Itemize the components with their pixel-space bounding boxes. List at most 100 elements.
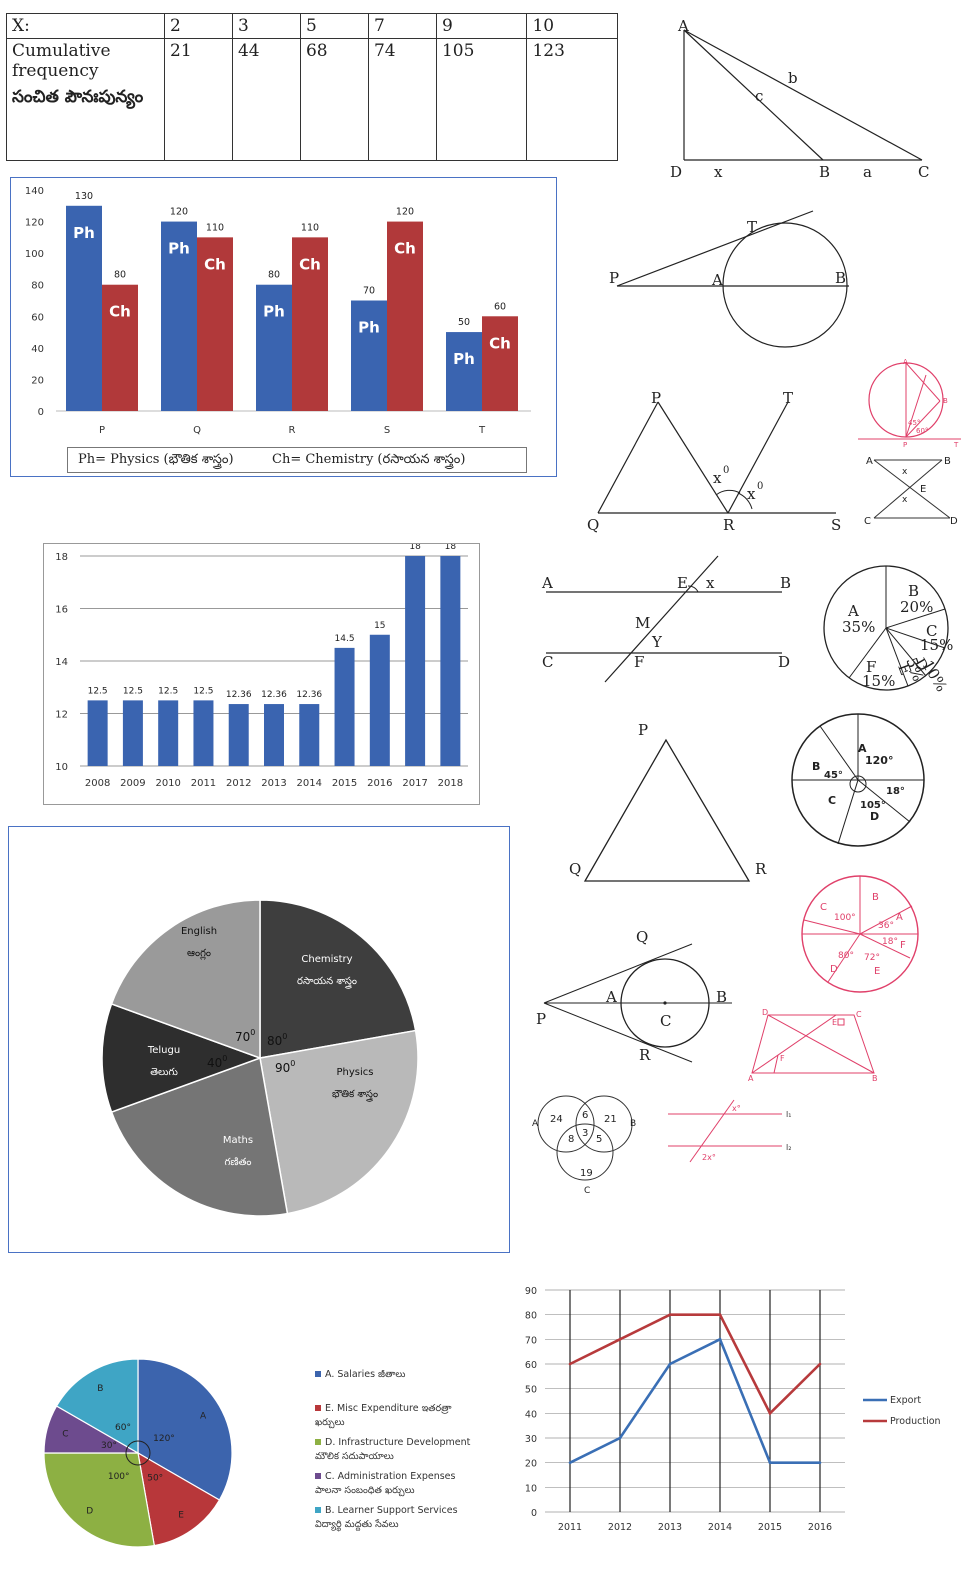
label-B: B [780, 574, 791, 592]
ph-ch-legend: Ph= Physics (భౌతిక శాస్త్రం) Ch= Chemist… [67, 447, 527, 473]
label-A: A [532, 1119, 539, 1129]
bar-value-label: 120 [396, 207, 414, 218]
label-F: F [780, 1054, 785, 1063]
series-point-export [568, 1461, 572, 1464]
slice-label: Chemistry [301, 954, 352, 965]
slice-angle-label: 120° [153, 1434, 175, 1444]
cf-value: 123 [526, 38, 618, 161]
label-F-val: 15% [862, 672, 895, 690]
x-tick-label: 2008 [85, 778, 110, 789]
label-A: A [677, 17, 689, 35]
bar-value-label: 120 [170, 207, 188, 218]
label-C: C [542, 653, 553, 671]
legend-swatch [315, 1405, 321, 1411]
label-C: C [828, 794, 836, 807]
subject-pie-frame: Chemistry రసాయన శాస్త్రం 800 Physics భౌతిక శ… [8, 826, 510, 1253]
venn-ab: 6 [582, 1110, 588, 1121]
label-B: B [872, 892, 879, 903]
label-x: x [714, 163, 723, 181]
slice-angle-label: 30° [101, 1441, 117, 1451]
pie-slice-maths [110, 1056, 289, 1217]
bar [122, 700, 143, 766]
legend-swatch [315, 1371, 321, 1377]
slice-letter: B [97, 1384, 103, 1394]
label-c: c [755, 87, 763, 105]
label-A: A [605, 988, 617, 1006]
label-B: B [812, 760, 820, 773]
bar-value-label: 110 [206, 222, 224, 233]
x-tick-label: 2013 [658, 1522, 682, 1533]
venn-b: 21 [604, 1114, 617, 1125]
x-tick-label: 2012 [608, 1522, 632, 1533]
exterior-angle-diagram: P Q R S T x 0 x 0 [587, 389, 841, 534]
y-tick-label: 18 [55, 552, 68, 563]
x-tick-label: 2016 [808, 1522, 832, 1533]
x-header: X: [6, 13, 165, 39]
y-tick-label: 100 [25, 249, 44, 260]
ph-ch-bar-chart: 0 20 40 60 80 100 120 140 130 Ph 80 Ch P 120 Ph 110 Ch Q 8… [25, 186, 531, 436]
x-tick-label: 2016 [367, 778, 392, 789]
label-E: E [677, 574, 688, 592]
bar-value-label: 14.5 [335, 634, 355, 644]
label-B: B [819, 163, 830, 181]
x-value: 7 [367, 13, 437, 39]
venn-abc: 3 [582, 1128, 588, 1139]
bar-series-label: Ph [453, 350, 475, 368]
label-C: C [660, 1012, 671, 1030]
pie-slice-chemistry [259, 899, 417, 1059]
label-a: a [863, 163, 872, 181]
label-x: x [706, 574, 715, 592]
x-tick-label: 2014 [297, 778, 322, 789]
label-B: B [835, 269, 846, 287]
slice-angle-label: 50° [147, 1474, 163, 1484]
venn-a: 24 [550, 1114, 563, 1125]
y-tick-label: 20 [525, 1459, 537, 1470]
bar-ph [66, 205, 102, 411]
label-R: R [723, 516, 735, 534]
series-point-export [768, 1461, 772, 1464]
label-A: A [711, 271, 723, 289]
x-value: 5 [299, 13, 369, 39]
cf-value: 105 [435, 38, 528, 161]
x-tick-label: R [289, 425, 296, 436]
bar-value-label: 60 [494, 301, 506, 312]
label-F: F [866, 658, 876, 676]
pie-slice-d [43, 1452, 156, 1548]
label-A: A [896, 912, 903, 923]
bar-ch [102, 284, 138, 411]
label-x1-sup: 0 [723, 465, 729, 476]
legend-swatch [315, 1439, 321, 1445]
bar-value-label: 12.5 [158, 686, 178, 696]
x-tick-label: 2011 [558, 1522, 582, 1533]
label-T: T [747, 218, 757, 236]
venn-c: 19 [580, 1168, 593, 1179]
label-x2: x [747, 485, 756, 503]
label-E: E [832, 1018, 837, 1027]
bar [87, 700, 108, 766]
label-C: C [820, 902, 827, 913]
label-P: P [651, 389, 661, 407]
y-tick-label: 14 [55, 657, 68, 668]
bar-value-label: 12.36 [226, 690, 252, 700]
bar-series-label: Ch [299, 255, 321, 273]
x-tick-label: 2012 [226, 778, 251, 789]
label-l1: l₁ [786, 1110, 791, 1119]
legend-physics: Ph= Physics (భౌతిక శాస్త్రం) [78, 452, 234, 467]
legend-label-te: విద్యార్థి మద్దతు సేవలు [315, 1519, 399, 1530]
bar-ph [446, 332, 482, 411]
slice-letter: C [62, 1430, 68, 1440]
series-line-export [569, 1337, 820, 1464]
label-C: C [918, 163, 929, 181]
legend-item: D. Infrastructure Development మౌలిక సదుపా… [315, 1436, 515, 1464]
slice-angle-label: 60° [115, 1423, 131, 1433]
y-tick-label: 60 [525, 1360, 537, 1371]
y-tick-label: 12 [55, 710, 68, 721]
series-point-production [718, 1313, 722, 1316]
label-Y: Y [651, 633, 663, 651]
x-tick-label: 2009 [120, 778, 145, 789]
cf-row-label: Cumulative frequency సంచిత పౌనఃపున్యం [6, 38, 165, 161]
label-D: D [670, 163, 682, 181]
y-tick-label: 90 [525, 1286, 537, 1297]
x-tick-label: T [478, 425, 486, 436]
bar-series-label: Ch [394, 240, 416, 258]
